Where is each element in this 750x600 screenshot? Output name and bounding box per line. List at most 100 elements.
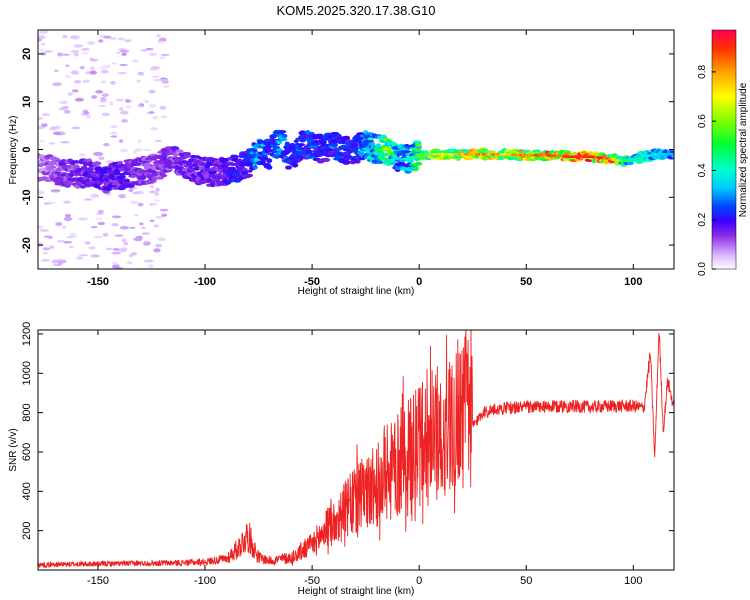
spectrogram-x-label: Height of straight line (km): [298, 286, 415, 297]
spectrogram-cell: [148, 52, 158, 56]
spectrogram-cell: [70, 35, 80, 40]
y-tick-label: 200: [21, 521, 33, 539]
spectrogram-cell: [71, 89, 79, 93]
snr-panel: -150 -100 -50 0 50 100 200 400 600 800 1000 1200 H…: [8, 322, 675, 597]
colorbar-tick-label: 0.8: [697, 64, 708, 78]
spectrogram-cell: [90, 66, 95, 71]
spectrogram-cell: [63, 200, 71, 204]
spectrogram-cell: [321, 157, 331, 163]
spectrogram-cell: [117, 175, 126, 180]
spectrogram-cell: [151, 75, 160, 78]
spectrogram-cell: [43, 252, 48, 255]
spectrogram-cell: [90, 193, 99, 198]
spectrogram-cell: [86, 114, 91, 119]
spectrogram-cell: [50, 165, 57, 169]
spectrogram-cell: [55, 221, 63, 227]
spectrogram-cell: [137, 104, 142, 108]
spectrogram-cell: [64, 184, 71, 188]
spectrogram-cell: [155, 187, 160, 192]
spectrogram-cell: [175, 149, 184, 153]
colorbar-ticks: 0.0 0.2 0.4 0.6 0.8: [697, 64, 716, 276]
spectrogram-cell: [154, 199, 161, 202]
spectrogram-cell: [172, 152, 179, 158]
spectrogram-y-label: Frequency (Hz): [8, 116, 19, 185]
spectrogram-cell: [134, 148, 143, 152]
y-tick-label: 1000: [21, 361, 33, 385]
spectrogram-cell: [103, 143, 110, 147]
spectrogram-cell: [87, 41, 96, 45]
spectrogram-cell: [111, 82, 117, 85]
spectrogram-cell: [70, 49, 80, 54]
spectrogram-cell: [407, 159, 415, 163]
y-tick-label: 20: [21, 48, 33, 60]
spectrogram-cell: [58, 107, 69, 111]
spectrogram-cell: [247, 169, 253, 173]
spectrogram-cell: [289, 143, 296, 146]
x-tick-label: -100: [194, 575, 216, 587]
spectrogram-cell: [319, 139, 327, 145]
spectrogram-cell: [140, 49, 148, 52]
spectrogram-cell: [160, 115, 168, 119]
spectrogram-cell: [153, 224, 160, 228]
spectrogram-cell: [111, 261, 118, 265]
spectrogram-cell: [126, 261, 133, 265]
spectrogram-cell: [71, 126, 81, 130]
spectrogram-cell: [266, 165, 273, 170]
spectrogram-cell: [69, 232, 77, 236]
spectrogram-cell: [157, 237, 166, 242]
snr-y-label: SNR (v/v): [8, 428, 19, 471]
snr-x-axis: -150 -100 -50 0 50 100: [87, 330, 642, 587]
spectrogram-cell: [101, 112, 110, 117]
spectrogram-cell: [57, 239, 65, 243]
spectrogram-cell: [141, 232, 151, 235]
spectrogram-cell: [121, 118, 129, 123]
y-tick-label: 600: [21, 443, 33, 461]
spectrogram-cell: [342, 159, 351, 165]
spectrogram-cell: [84, 198, 93, 201]
spectrogram-cell: [91, 95, 98, 99]
spectrogram-cell: [139, 222, 144, 226]
spectrogram-cell: [52, 131, 61, 136]
spectrogram-cell: [61, 53, 71, 56]
x-tick-label: 100: [624, 276, 642, 288]
colorbar-tick-label: 0.4: [697, 163, 708, 177]
spectrogram-cell: [155, 243, 163, 248]
colorbar-gradient: [711, 29, 737, 270]
spectrogram-cell: [108, 36, 118, 40]
spectrogram-cell: [285, 165, 293, 170]
spectrogram-cell: [49, 245, 55, 250]
spectrogram-cell: [154, 192, 160, 197]
spectrogram-cell: [353, 134, 360, 140]
spectrogram-cell: [82, 79, 90, 83]
y-tick-label: -20: [21, 237, 33, 253]
spectrogram-cell: [487, 150, 496, 154]
spectrogram-cell: [111, 62, 117, 65]
spectrogram-cell: [105, 247, 113, 251]
spectrogram-cell: [69, 245, 75, 249]
spectrogram-cell: [84, 241, 91, 245]
spectrogram-cell: [73, 160, 80, 164]
spectrogram-cell: [149, 202, 154, 206]
spectrogram-cell: [133, 214, 139, 217]
spectrogram-cell: [124, 178, 130, 183]
colorbar-tick-label: 0.6: [697, 114, 708, 128]
spectrogram-cell: [64, 109, 71, 114]
spectrogram-cell: [89, 57, 94, 62]
spectrogram-cell: [39, 228, 49, 233]
spectrogram-cell: [42, 247, 51, 251]
snr-x-label: Height of straight line (km): [298, 586, 415, 597]
spectrogram-cell: [98, 156, 105, 161]
spectrogram-cell: [305, 149, 313, 154]
spectrogram-cell: [204, 163, 211, 169]
spectrogram-cell: [90, 225, 98, 229]
spectrogram-cell: [587, 151, 594, 155]
spectrogram-cell: [93, 235, 103, 239]
spectrogram-cell: [64, 75, 72, 79]
spectrogram-cell: [507, 157, 515, 161]
spectrogram-cell: [148, 264, 154, 268]
spectrogram-cell: [401, 153, 407, 157]
spectrogram-cell: [90, 254, 100, 258]
spectrogram-cell: [412, 166, 419, 172]
spectrogram-cell: [121, 238, 127, 243]
